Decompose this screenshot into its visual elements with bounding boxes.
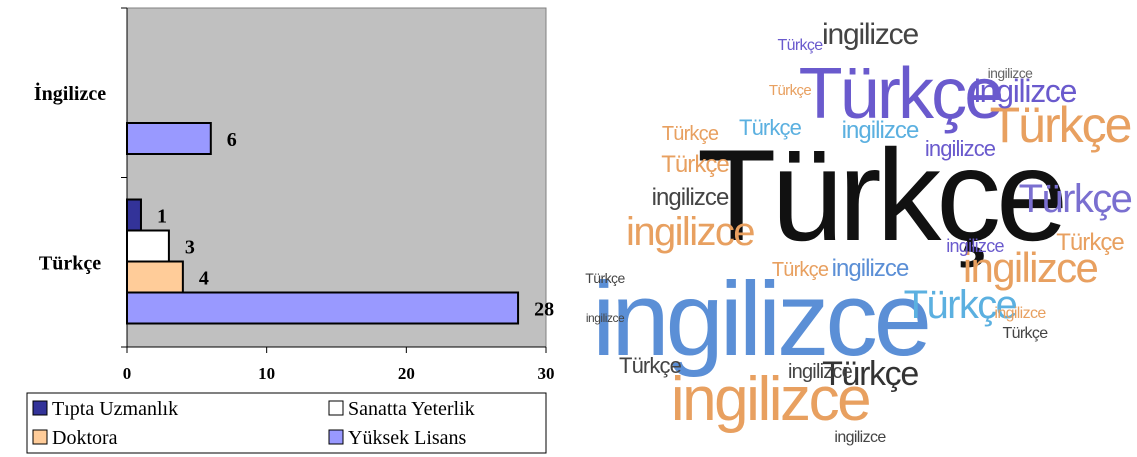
cloud-word: Türkçe xyxy=(1002,325,1048,342)
cloud-word: ingilizce xyxy=(994,305,1046,322)
bar xyxy=(126,229,170,263)
value-label: 6 xyxy=(227,129,237,151)
cloud-word: Türkçe xyxy=(661,151,729,178)
cloud-word: ingilizce xyxy=(652,184,729,211)
category-label: Türkçe xyxy=(39,253,101,275)
legend-label: Yüksek Lisans xyxy=(348,427,467,449)
cloud-word: Türkçe xyxy=(1056,229,1124,256)
cloud-word: ingilizce xyxy=(788,361,853,383)
legend-swatch xyxy=(32,429,48,445)
cloud-word: ingilizce xyxy=(925,136,996,161)
value-label: 28 xyxy=(534,299,554,321)
cloud-word: ingilizce xyxy=(946,236,1004,256)
plot-area xyxy=(126,7,547,348)
word-cloud: TürkçeingilizceTürkçeingilizceTürkçeingi… xyxy=(585,18,1133,446)
cloud-word: ingilizce xyxy=(963,244,1098,291)
cloud-word: ingilizce xyxy=(832,255,909,282)
legend-swatch xyxy=(328,429,344,445)
bar xyxy=(126,198,142,232)
x-tick-label: 10 xyxy=(258,364,275,383)
cloud-word: Türkçe xyxy=(904,283,1017,327)
value-label: 3 xyxy=(185,237,195,259)
x-tick-label: 30 xyxy=(538,364,555,383)
value-label: 4 xyxy=(199,268,209,290)
cloud-word: Türkçe xyxy=(585,270,625,286)
cloud-word: ingilizce xyxy=(586,311,625,325)
cloud-word: Türkçe xyxy=(662,123,719,145)
cloud-word: ingilizce xyxy=(592,261,928,378)
cloud-word: ingilizce xyxy=(842,117,919,144)
x-tick-label: 20 xyxy=(398,364,415,383)
category-label: İngilizce xyxy=(34,81,106,105)
cloud-word: ingilizce xyxy=(834,429,886,446)
legend-swatch xyxy=(32,400,48,416)
cloud-word: ingilizce xyxy=(671,365,869,434)
cloud-word: Türkçe xyxy=(822,355,918,393)
cloud-word: ingilizce xyxy=(626,210,754,254)
cloud-word: ingilizce xyxy=(974,73,1077,109)
legend-label: Tıpta Uzmanlık xyxy=(52,398,178,420)
bar xyxy=(126,122,212,155)
bar xyxy=(126,260,184,294)
legend-box xyxy=(26,392,547,454)
cloud-word: Türkçe xyxy=(619,353,682,378)
cloud-word: ingilizce xyxy=(988,65,1034,81)
legend-swatch xyxy=(328,400,344,416)
cloud-word: Türkçe xyxy=(1019,177,1132,221)
cloud-word: Türkçe xyxy=(697,122,1063,268)
legend-label: Sanatta Yeterlik xyxy=(348,398,475,420)
cloud-word: Türkçe xyxy=(772,259,829,281)
cloud-word: Türkçe xyxy=(739,115,802,140)
cloud-word: Türkçe xyxy=(777,37,823,54)
x-tick-label: 0 xyxy=(123,364,132,383)
legend-label: Doktora xyxy=(52,427,118,449)
cloud-word: Türkçe xyxy=(990,97,1131,153)
value-label: 1 xyxy=(157,206,167,228)
cloud-word: ingilizce xyxy=(822,18,918,51)
bar xyxy=(126,291,520,325)
cloud-word: Türkçe xyxy=(799,54,1002,134)
cloud-word: Türkçe xyxy=(769,82,812,99)
